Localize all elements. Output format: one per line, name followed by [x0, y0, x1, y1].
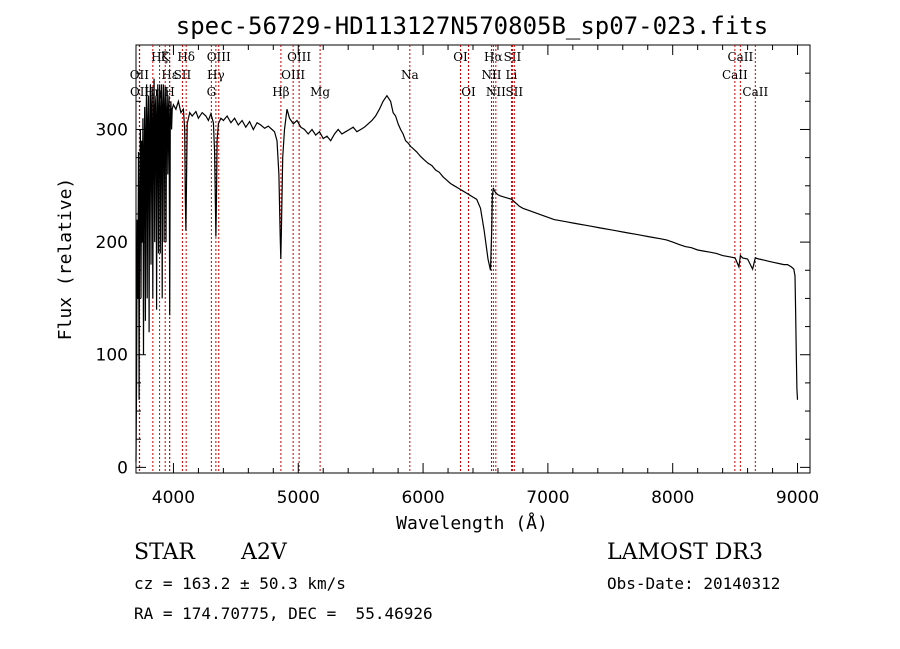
x-tick-label: 5000	[277, 488, 320, 508]
redshift-text: cz = 163.2 ± 50.3 km/s	[134, 574, 346, 593]
x-axis-label: Wavelength (Å)	[396, 512, 548, 534]
line-marker-label: NII	[486, 85, 506, 99]
line-marker-label: SII	[504, 50, 522, 64]
line-marker-label: OIII	[281, 68, 305, 82]
line-marker-label: NII	[481, 68, 501, 82]
line-marker-label: Hγ	[207, 68, 225, 82]
line-marker-label: Na	[401, 68, 419, 82]
line-marker-label: Hζ	[151, 50, 168, 64]
line-marker-label: OI	[453, 50, 468, 64]
y-tick-label: 0	[117, 458, 128, 478]
spectrum-line	[135, 78, 799, 462]
y-axis-label: Flux (relative)	[55, 178, 76, 341]
line-marker-label: CaII	[722, 68, 748, 82]
x-tick-label: 7000	[526, 488, 569, 508]
x-tick-label: 4000	[152, 488, 195, 508]
line-marker-label: OI	[461, 85, 476, 99]
y-axis-ticks: 0 100 200 300	[96, 44, 810, 478]
x-axis-ticks: 4000 5000 6000 7000 8000 9000	[152, 45, 819, 508]
line-marker-label: Hβ	[272, 85, 289, 99]
object-class: STAR	[134, 540, 195, 565]
object-subclass: A2V	[241, 540, 287, 565]
line-marker-label: OII	[130, 85, 150, 99]
line-marker-label: OIII	[207, 50, 231, 64]
line-marker-label: Hδ	[177, 50, 195, 64]
obs-date-text: Obs-Date: 20140312	[607, 574, 781, 593]
line-marker-label: CaII	[742, 85, 768, 99]
survey-name: LAMOST DR3	[607, 540, 763, 565]
line-marker-label: SII	[174, 68, 192, 82]
x-tick-label: 6000	[401, 488, 444, 508]
line-marker-label: K	[161, 50, 171, 64]
x-tick-label: 8000	[651, 488, 694, 508]
plot-frame	[135, 44, 811, 474]
y-tick-label: 200	[96, 233, 128, 253]
line-marker-label: H	[164, 85, 174, 99]
coordinates-text: RA = 174.70775, DEC = 55.46926	[134, 604, 433, 623]
line-marker-label: Hα	[484, 50, 503, 64]
line-marker-label: Mg	[310, 85, 330, 99]
line-marker-label: Li	[506, 68, 518, 82]
y-tick-label: 300	[96, 120, 128, 140]
y-tick-label: 100	[96, 346, 128, 366]
x-tick-label: 9000	[776, 488, 819, 508]
line-marker-label: CaII	[727, 50, 753, 64]
chart-title: spec-56729-HD113127N570805B_sp07-023.fit…	[176, 12, 768, 40]
line-marker-label: G	[207, 85, 217, 99]
line-marker-label: SII	[505, 85, 523, 99]
line-marker-label: OIII	[287, 50, 311, 64]
